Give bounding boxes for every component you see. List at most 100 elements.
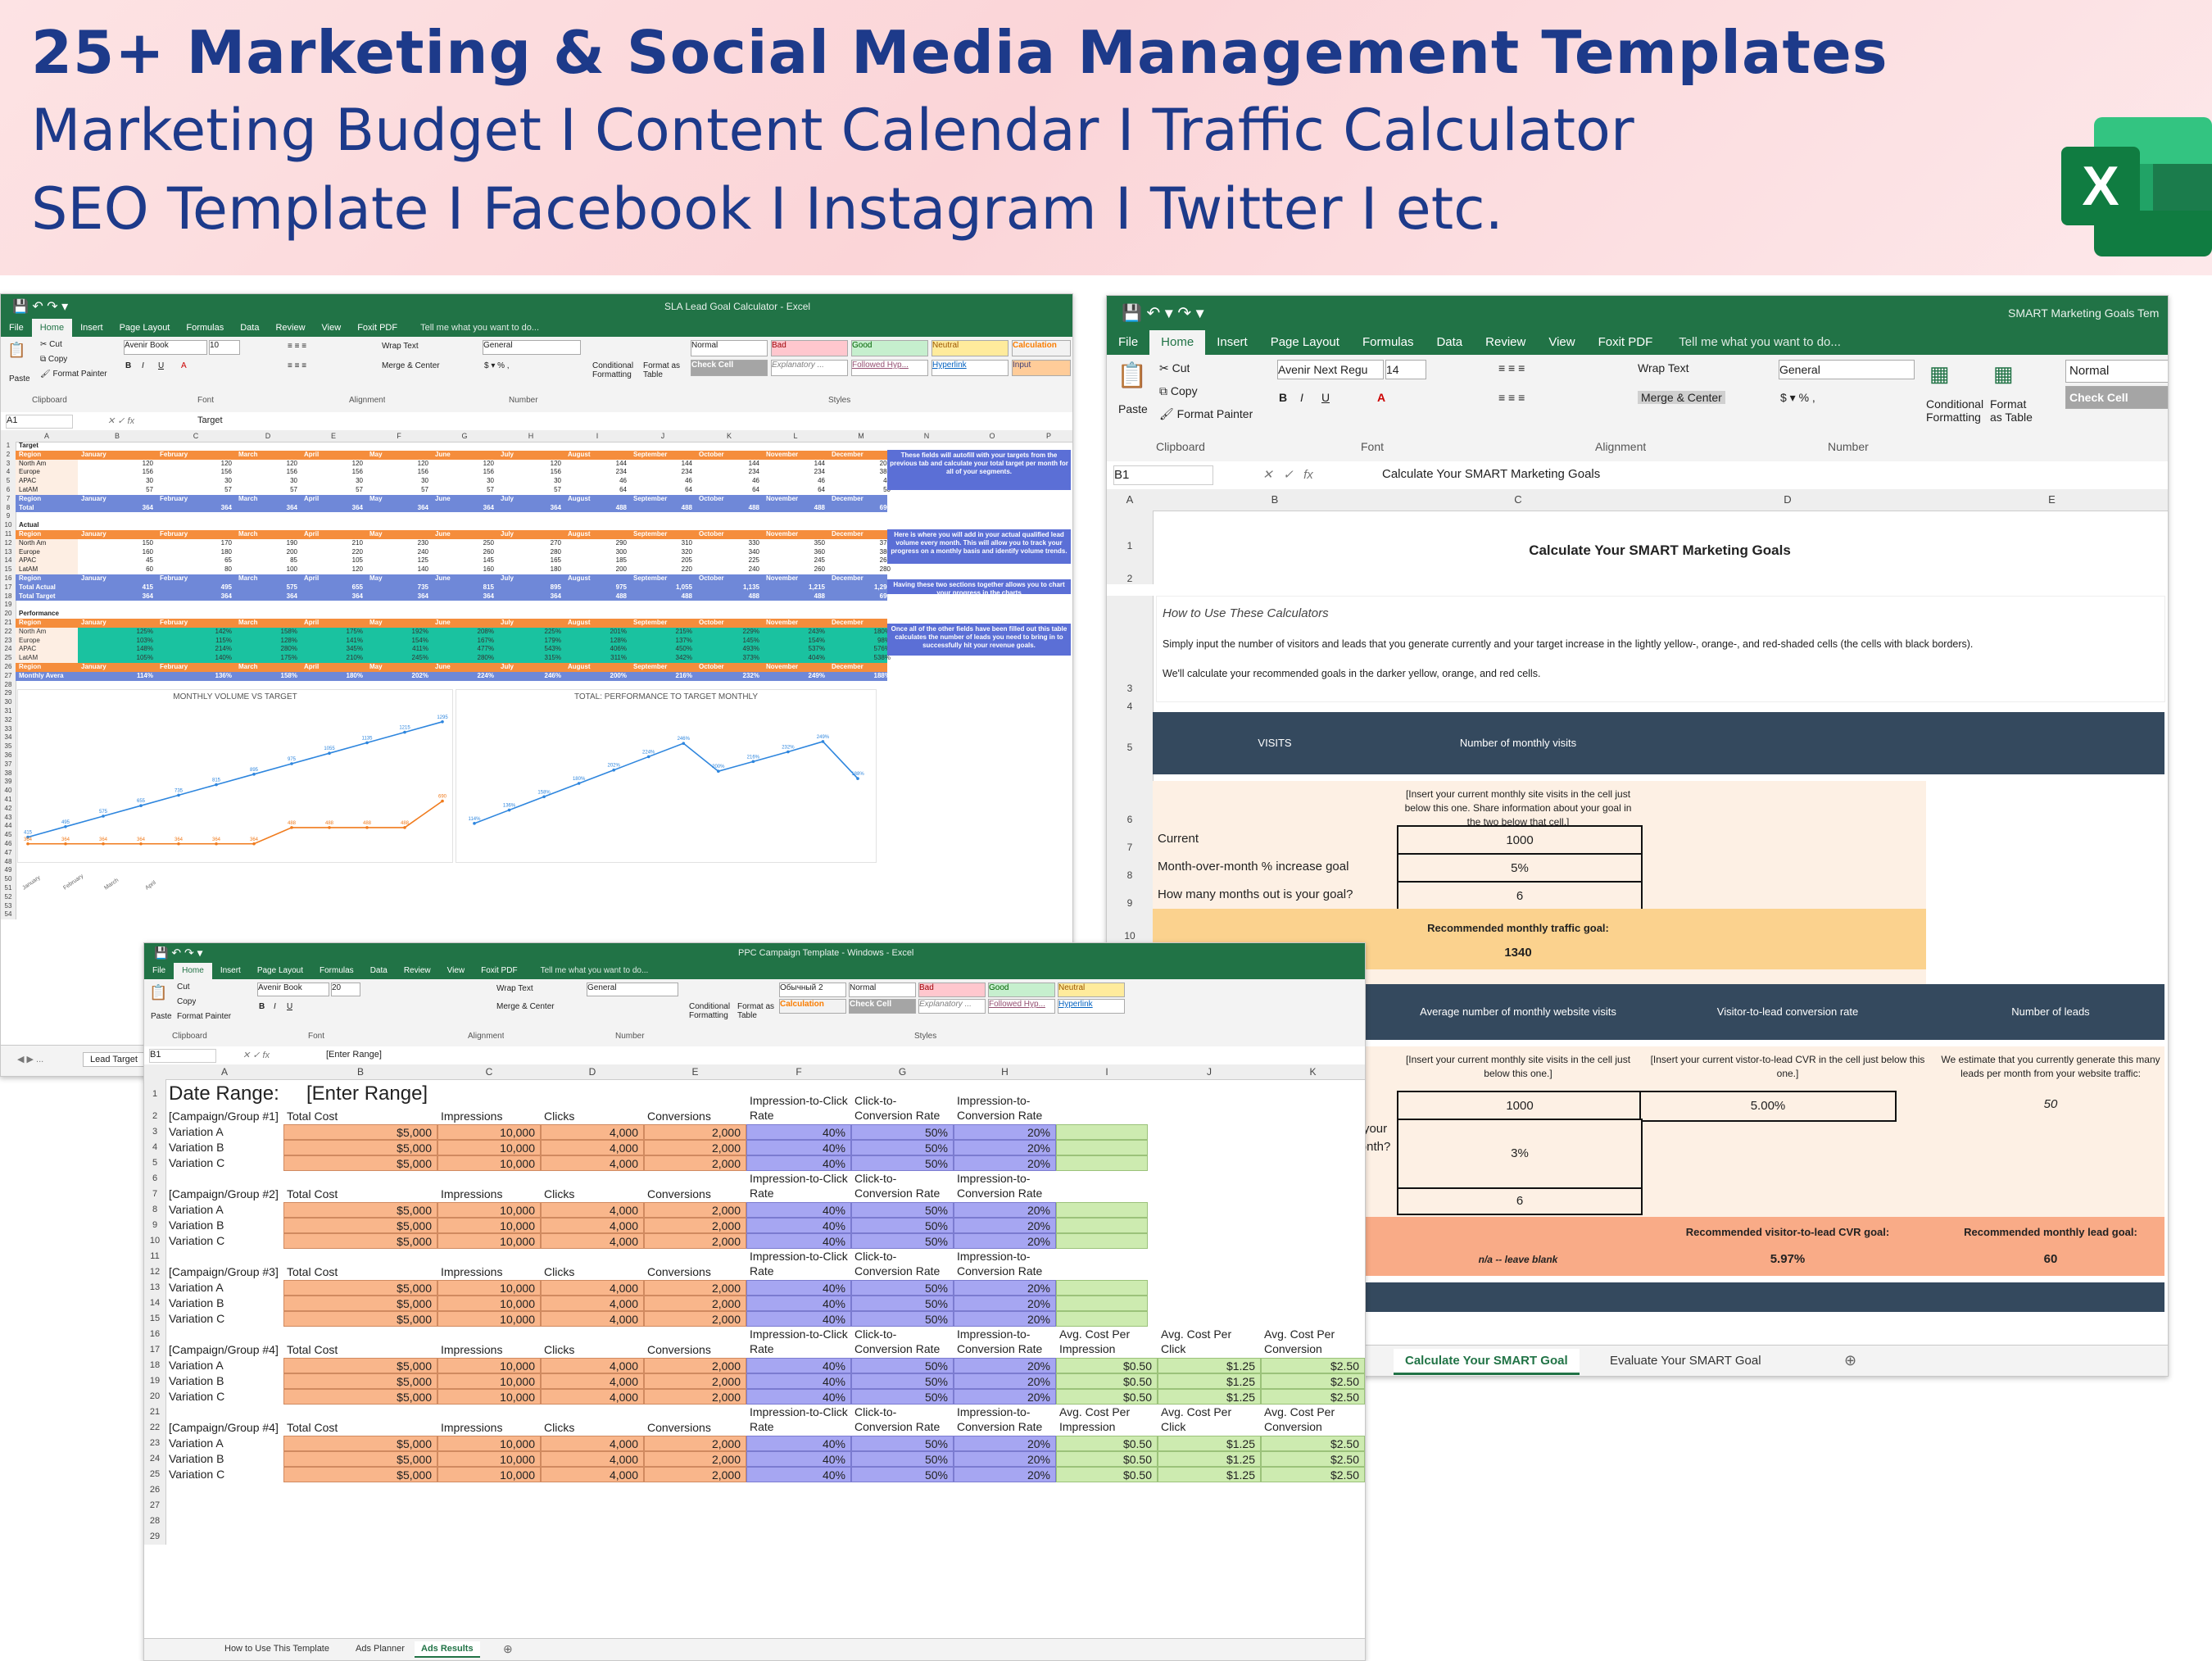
visits-months-input[interactable]: 6: [1397, 881, 1643, 912]
style-explanatory[interactable]: Explanatory ...: [918, 999, 986, 1014]
row-label[interactable]: APAC: [19, 556, 37, 565]
note-box[interactable]: Having these two sections together allow…: [887, 579, 1071, 594]
clicks-input[interactable]: 4,000: [541, 1373, 644, 1389]
row-number[interactable]: 5: [144, 1155, 166, 1171]
value-cell[interactable]: 156: [483, 468, 494, 476]
cost-input[interactable]: $5,000: [283, 1436, 437, 1451]
value-cell[interactable]: 690: [879, 592, 891, 600]
align-icons-2[interactable]: ≡ ≡ ≡: [288, 361, 307, 370]
column-header[interactable]: O: [989, 432, 995, 440]
impressions-input[interactable]: 10,000: [437, 1436, 541, 1451]
value-cell[interactable]: 200: [615, 565, 627, 574]
menu-tab-page-layout[interactable]: Page Layout: [1270, 335, 1339, 349]
value-cell[interactable]: 404%: [808, 654, 825, 662]
value-cell[interactable]: 230: [417, 538, 428, 547]
value-cell[interactable]: 220: [351, 547, 363, 556]
row-number[interactable]: 43: [1, 813, 16, 823]
month-header[interactable]: January: [81, 530, 107, 538]
italic-button[interactable]: I: [274, 1002, 276, 1011]
value-cell[interactable]: 364: [483, 592, 494, 600]
impressions-input[interactable]: 10,000: [437, 1373, 541, 1389]
value-cell[interactable]: 214%: [215, 645, 232, 653]
align-icons[interactable]: ≡ ≡ ≡: [288, 342, 307, 351]
month-header[interactable]: June: [435, 663, 451, 670]
chart-monthly-volume[interactable]: MONTHLY VOLUME VS TARGET 415 495 575 655 735 8…: [17, 689, 453, 864]
cost-input[interactable]: $5,000: [283, 1280, 437, 1296]
month-header[interactable]: February: [160, 619, 188, 626]
value-cell[interactable]: 265: [879, 556, 891, 565]
cost-input[interactable]: $5,000: [283, 1140, 437, 1155]
value-cell[interactable]: 310: [681, 538, 692, 547]
column-header[interactable]: H: [528, 432, 534, 440]
row-number[interactable]: 37: [1, 760, 16, 769]
value-cell[interactable]: 364: [550, 592, 561, 600]
align-icons-2[interactable]: ≡ ≡ ≡: [1498, 391, 1525, 404]
month-header[interactable]: April: [304, 619, 320, 626]
row-number[interactable]: 8: [1, 503, 16, 513]
value-cell[interactable]: 128%: [610, 636, 627, 644]
tab-ads-planner[interactable]: Ads Planner: [356, 1644, 405, 1654]
value-cell[interactable]: 30: [421, 477, 428, 485]
value-cell[interactable]: 145%: [742, 636, 759, 644]
value-cell[interactable]: 180: [550, 565, 561, 574]
value-cell[interactable]: 975: [615, 583, 627, 591]
month-header[interactable]: August: [568, 494, 591, 502]
value-cell[interactable]: 150: [142, 538, 153, 547]
value-cell[interactable]: 406%: [610, 645, 627, 653]
wrap-text-button[interactable]: Wrap Text: [382, 342, 419, 351]
style-calculation[interactable]: Calculation: [1012, 340, 1071, 356]
cut-button[interactable]: ✂ Cut: [1159, 361, 1190, 374]
value-cell[interactable]: 141%: [346, 636, 363, 644]
month-header[interactable]: April: [304, 663, 320, 670]
value-cell[interactable]: 538%: [873, 654, 891, 662]
align-icons[interactable]: ≡ ≡ ≡: [1498, 361, 1525, 374]
value-cell[interactable]: 179%: [544, 636, 561, 644]
cost-input[interactable]: $5,000: [283, 1373, 437, 1389]
menu-tab-view[interactable]: View: [1548, 335, 1575, 349]
row-number[interactable]: 6: [1, 486, 16, 495]
style-obychny-2[interactable]: Обычный 2: [779, 983, 846, 997]
row-number[interactable]: 51: [1, 884, 16, 893]
row-number[interactable]: 25: [144, 1467, 166, 1482]
row-number[interactable]: 53: [1, 901, 16, 911]
value-cell[interactable]: 105%: [136, 654, 153, 662]
value-cell[interactable]: 188%: [873, 671, 891, 679]
value-cell[interactable]: 144: [615, 459, 627, 467]
underline-button[interactable]: U: [1321, 391, 1330, 404]
clicks-input[interactable]: 4,000: [541, 1140, 644, 1155]
leads-months-input[interactable]: 6: [1397, 1187, 1643, 1215]
value-cell[interactable]: 249%: [808, 671, 825, 679]
impressions-input[interactable]: 10,000: [437, 1467, 541, 1482]
row-number[interactable]: 1: [1, 442, 16, 451]
cost-input[interactable]: $5,000: [283, 1233, 437, 1249]
row-number[interactable]: 24: [144, 1451, 166, 1467]
month-header[interactable]: October: [699, 663, 724, 670]
value-cell[interactable]: 115%: [215, 636, 232, 644]
paste-button[interactable]: Paste: [1118, 402, 1148, 415]
row-number[interactable]: 18: [1, 592, 16, 601]
impressions-input[interactable]: 10,000: [437, 1124, 541, 1140]
format-painter-button[interactable]: 🖌 Format Painter: [1159, 407, 1253, 420]
number-format-select[interactable]: General: [483, 340, 581, 355]
tab-calculate-your-smart-goal[interactable]: Calculate Your SMART Goal: [1394, 1349, 1580, 1375]
month-header[interactable]: May: [369, 619, 383, 626]
row-number[interactable]: 22: [144, 1420, 166, 1436]
column-header[interactable]: G: [461, 432, 468, 440]
column-header[interactable]: F: [397, 432, 401, 440]
value-cell[interactable]: 364: [417, 503, 428, 511]
value-cell[interactable]: 57: [554, 486, 561, 493]
menu-tab-data[interactable]: Data: [1436, 335, 1463, 349]
impressions-input[interactable]: 10,000: [437, 1280, 541, 1296]
month-header[interactable]: September: [633, 574, 668, 582]
value-cell[interactable]: 180%: [873, 627, 891, 635]
column-header[interactable]: J: [660, 432, 665, 440]
row-number[interactable]: 7: [1107, 825, 1154, 853]
clicks-input[interactable]: 4,000: [541, 1467, 644, 1482]
row-number[interactable]: 1: [144, 1079, 166, 1109]
month-header[interactable]: June: [435, 450, 451, 458]
value-cell[interactable]: 46: [685, 477, 692, 485]
row-number[interactable]: 47: [1, 848, 16, 858]
copy-button[interactable]: ⧉ Copy: [40, 355, 68, 364]
column-header[interactable]: D: [588, 1066, 596, 1078]
row-label[interactable]: North Am: [19, 627, 47, 635]
